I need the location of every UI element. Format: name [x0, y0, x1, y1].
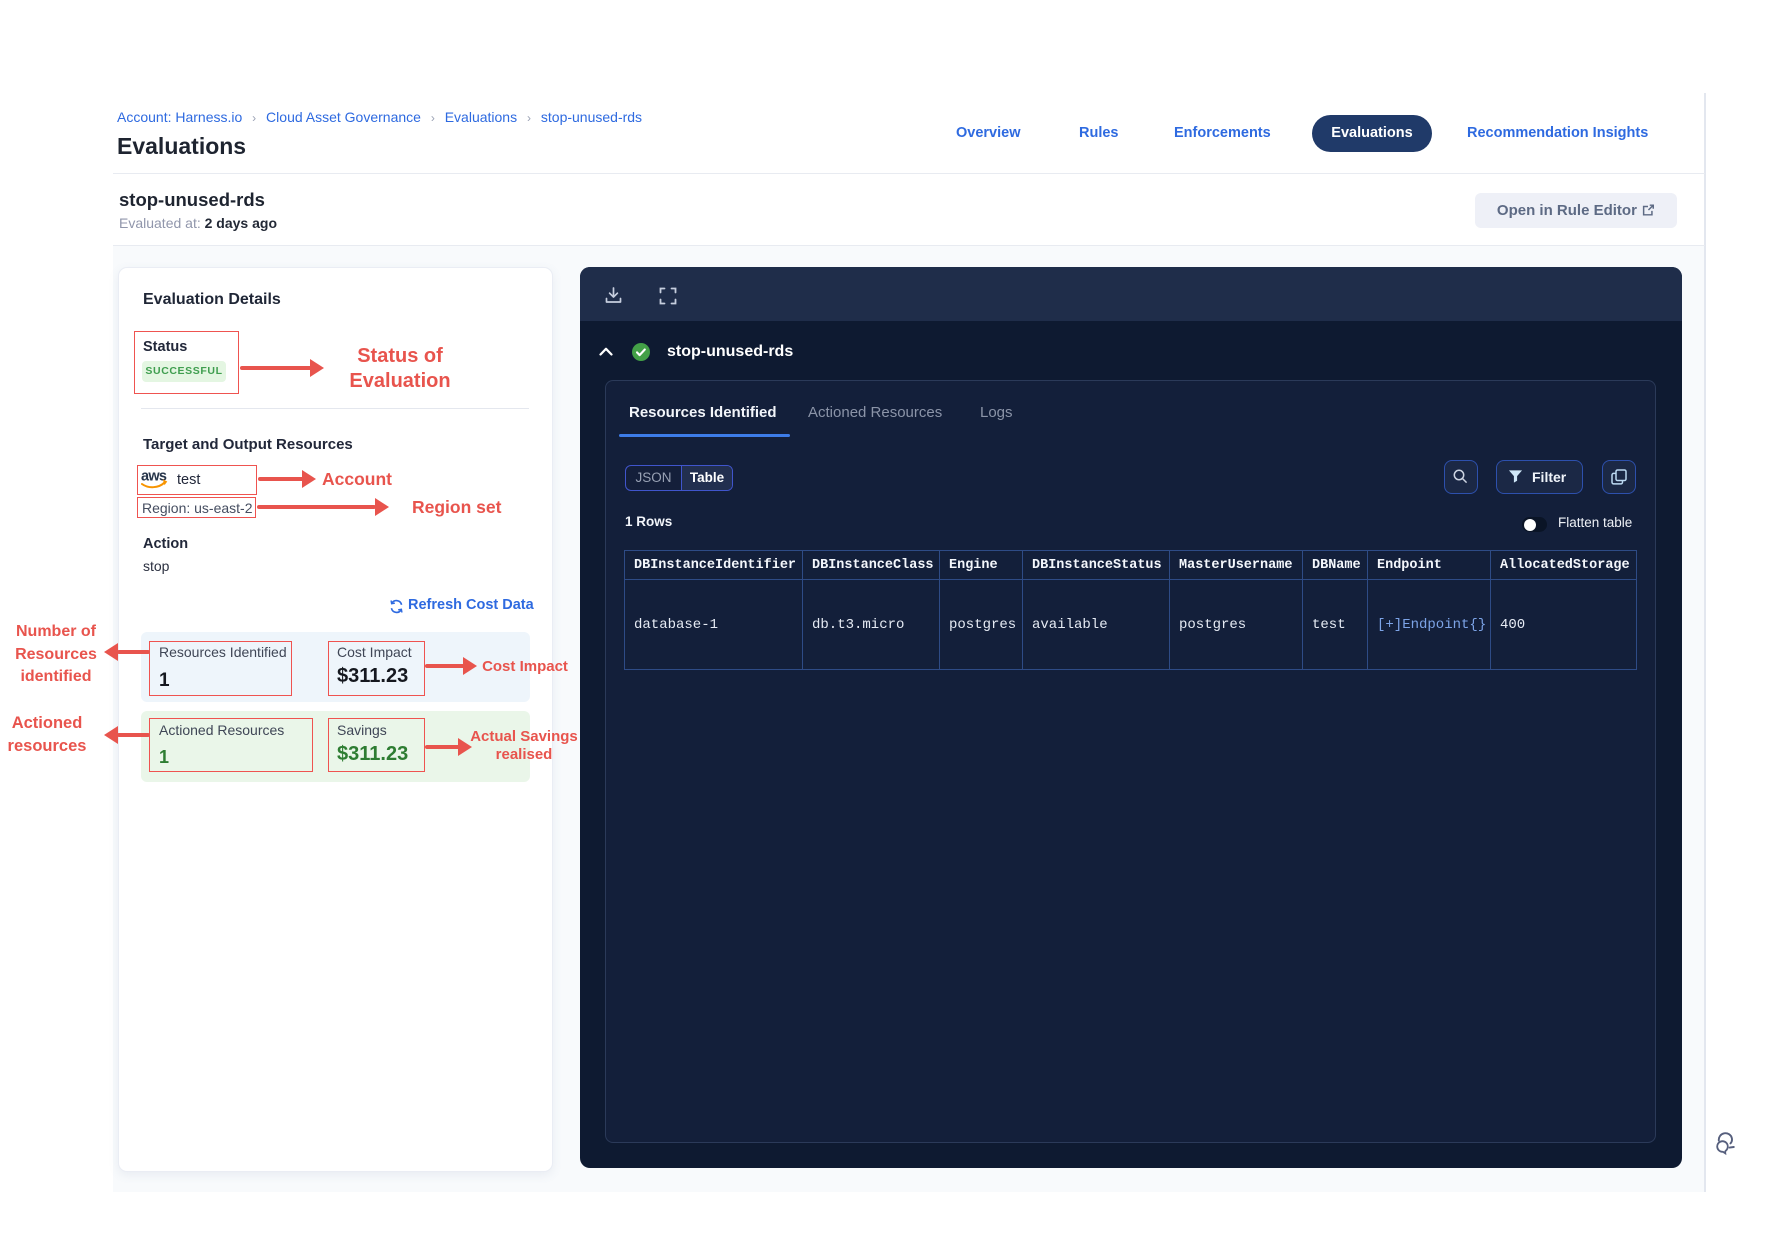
svg-text:aws: aws	[141, 470, 167, 485]
